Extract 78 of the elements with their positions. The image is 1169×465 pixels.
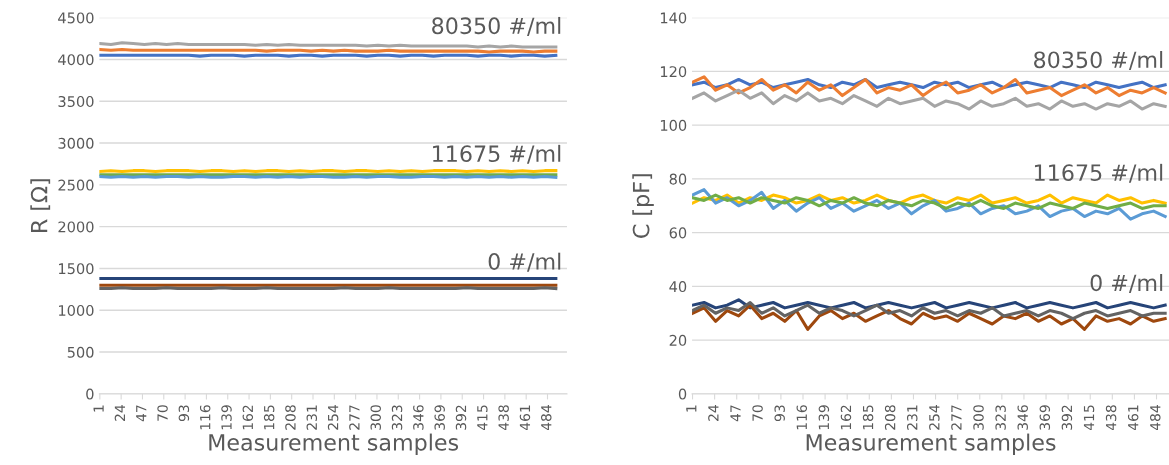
x-tick-label: 300 [370,405,381,430]
annotation: 11675 #/ml [1034,163,1163,183]
x-tick-label: 208 [285,405,296,430]
y-tick-label: 4500 [58,12,94,24]
x-tick-label: 461 [1127,405,1139,431]
x-tick-label: 70 [157,405,168,421]
x-tick-label: 346 [1017,405,1028,430]
y-tick-label: 500 [67,346,94,358]
x-tick-label: 461 [519,405,531,431]
x-tick-label: 162 [242,405,254,430]
y-tick-label: 3000 [58,137,94,149]
x-tick-label: 369 [434,405,445,430]
y-tick-label: 40 [669,281,687,293]
y-tick-label: 0 [678,388,687,400]
x-tick-label: 415 [477,405,488,431]
x-tick-label: 47 [730,405,741,422]
y-tick-label: 2000 [58,221,94,233]
annotation: 80350 #/ml [1034,50,1163,70]
x-tick-label: 24 [114,405,125,421]
annotation: 80350 #/ml [432,16,561,36]
x-tick-label: 1 [686,405,697,412]
annotation: 11675 #/ml [433,144,561,164]
y-tick-label: 140 [660,12,687,24]
x-tick-label: 300 [973,405,984,430]
line-series [692,298,1167,310]
x-tick-label: 415 [1083,405,1095,431]
line-series [692,303,1167,331]
x-axis-title: Measurement samples [806,433,1056,456]
line-series [692,75,1167,98]
x-tick-label: 254 [929,405,940,430]
x-tick-label: 1 [93,405,104,412]
y-tick-label: 100 [660,119,687,131]
x-tick-label: 139 [818,405,830,430]
y-tick-label: 4000 [58,54,94,66]
x-tick-label: 24 [708,405,719,421]
x-tick-label: 93 [178,405,190,422]
x-axis-title: Measurement samples [209,433,459,456]
x-tick-label: 70 [752,405,763,421]
x-tick-label: 208 [884,405,896,430]
y-axis-title: C [pF] [632,174,654,238]
y-tick-label: 60 [669,227,687,239]
x-tick-label: 323 [995,405,1006,430]
x-tick-label: 185 [263,405,275,430]
y-tick-label: 20 [669,334,687,346]
x-tick-label: 231 [907,405,918,430]
x-tick-label: 47 [136,405,147,422]
y-tick-label: 2500 [58,179,94,191]
line-series [692,193,1167,210]
x-tick-label: 93 [774,405,785,422]
y-tick-label: 3500 [58,95,94,108]
x-tick-label: 484 [541,405,552,431]
x-tick-label: 277 [951,405,962,430]
y-tick-label: 120 [660,66,687,78]
line-series [692,88,1167,111]
x-tick-label: 116 [796,405,808,430]
y-tick-label: 0 [86,388,94,400]
x-tick-label: 392 [455,405,467,430]
y-tick-label: 1500 [58,263,94,275]
annotation: 0 #/ml [1090,274,1163,293]
line-series [692,300,1167,321]
x-tick-label: 392 [1061,405,1073,430]
x-tick-label: 254 [327,405,339,430]
x-tick-label: 438 [1105,405,1117,431]
x-tick-label: 116 [199,405,211,430]
x-tick-label: 346 [413,405,424,430]
x-tick-label: 139 [221,405,232,430]
y-tick-label: 1000 [58,304,94,317]
x-tick-label: 277 [349,405,360,430]
x-tick-label: 438 [498,405,509,431]
y-axis-title: R [Ω] [30,179,51,232]
x-tick-label: 162 [840,405,852,430]
y-tick-label: 80 [669,173,687,185]
x-tick-label: 185 [862,405,874,430]
x-tick-label: 231 [306,405,318,430]
x-tick-label: 484 [1150,405,1161,431]
annotation: 0 #/ml [488,252,561,272]
x-tick-label: 323 [391,405,403,430]
x-tick-label: 369 [1039,405,1051,430]
